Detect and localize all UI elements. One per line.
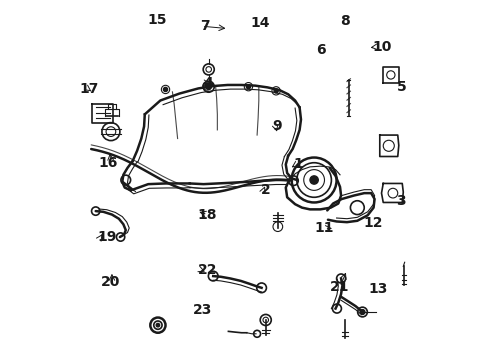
Circle shape (274, 89, 278, 93)
Circle shape (205, 84, 209, 88)
Text: 22: 22 (198, 263, 218, 277)
Text: 20: 20 (101, 275, 121, 289)
Text: 12: 12 (363, 216, 383, 230)
Text: 23: 23 (193, 303, 213, 316)
Circle shape (310, 176, 318, 184)
Text: 2: 2 (261, 183, 270, 197)
Text: 19: 19 (97, 230, 117, 244)
Circle shape (156, 323, 160, 327)
Circle shape (164, 87, 168, 91)
Text: 1: 1 (294, 157, 303, 171)
Text: 11: 11 (315, 221, 334, 235)
Text: 16: 16 (99, 156, 118, 170)
Circle shape (246, 85, 250, 89)
Text: 10: 10 (373, 40, 392, 54)
Text: 3: 3 (396, 194, 405, 208)
Text: 15: 15 (147, 13, 167, 27)
Circle shape (360, 310, 365, 314)
Circle shape (206, 84, 212, 89)
Text: 21: 21 (330, 280, 350, 294)
Text: 9: 9 (272, 120, 282, 134)
Text: 8: 8 (341, 14, 350, 28)
Text: 6: 6 (316, 44, 326, 57)
Text: 17: 17 (79, 82, 98, 96)
Text: 14: 14 (251, 16, 270, 30)
Text: 18: 18 (197, 208, 217, 221)
Text: 7: 7 (200, 19, 210, 33)
Text: 13: 13 (368, 282, 388, 296)
Text: 4: 4 (203, 76, 213, 90)
Text: 5: 5 (397, 80, 407, 94)
